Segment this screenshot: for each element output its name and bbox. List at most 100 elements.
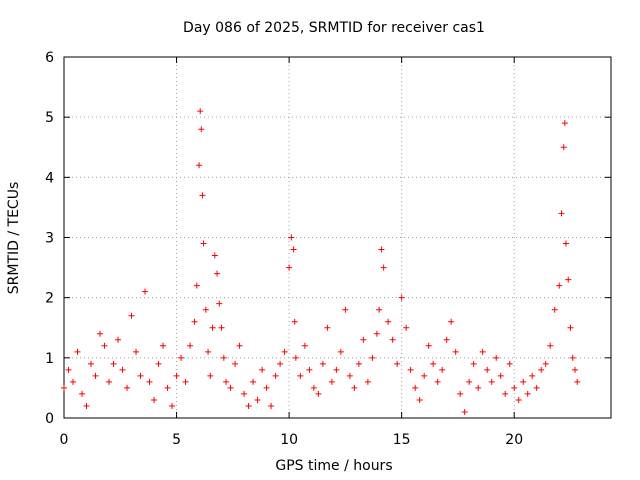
- data-point: [205, 348, 212, 355]
- data-point: [421, 372, 428, 379]
- data-point: [567, 324, 574, 331]
- data-point: [268, 402, 275, 409]
- data-point: [92, 372, 99, 379]
- data-point: [351, 384, 358, 391]
- x-tick-label: 20: [505, 432, 523, 448]
- data-point: [297, 372, 304, 379]
- data-point: [128, 312, 135, 319]
- data-point: [115, 336, 122, 343]
- chart-title: Day 086 of 2025, SRMTID for receiver cas…: [183, 20, 485, 36]
- data-point: [207, 372, 214, 379]
- data-point: [407, 366, 414, 373]
- data-point: [560, 144, 567, 151]
- data-point: [376, 306, 383, 313]
- data-point: [88, 360, 95, 367]
- data-point: [389, 336, 396, 343]
- data-point: [199, 192, 206, 199]
- y-tick-label: 5: [45, 110, 54, 126]
- data-point: [461, 408, 468, 415]
- data-point: [565, 276, 572, 283]
- data-point: [515, 396, 522, 403]
- data-point: [263, 384, 270, 391]
- data-point: [236, 342, 243, 349]
- data-point: [342, 306, 349, 313]
- data-point: [241, 390, 248, 397]
- data-point: [452, 348, 459, 355]
- data-point: [173, 372, 180, 379]
- y-tick-label: 6: [45, 50, 54, 66]
- data-point: [551, 306, 558, 313]
- data-point: [65, 366, 72, 373]
- data-point: [439, 366, 446, 373]
- data-point: [272, 372, 279, 379]
- y-tick-label: 3: [45, 231, 54, 247]
- data-point: [106, 378, 113, 385]
- y-tick-label: 0: [45, 411, 54, 427]
- data-point: [288, 234, 295, 241]
- data-point: [146, 378, 153, 385]
- data-point: [373, 330, 380, 337]
- data-point: [378, 246, 385, 253]
- data-point: [193, 282, 200, 289]
- data-point: [178, 354, 185, 361]
- grid: [64, 57, 611, 418]
- data-point: [61, 384, 67, 391]
- data-point: [398, 294, 405, 301]
- data-point: [475, 384, 482, 391]
- data-point: [220, 354, 227, 361]
- data-point: [493, 354, 500, 361]
- data-point: [70, 378, 77, 385]
- data-point: [216, 300, 223, 307]
- x-tick-label: 0: [60, 432, 69, 448]
- data-point: [197, 108, 204, 115]
- y-tick-label: 1: [45, 351, 54, 367]
- data-point: [434, 378, 441, 385]
- data-point: [301, 342, 308, 349]
- data-point: [364, 378, 371, 385]
- data-point: [97, 330, 104, 337]
- data-point: [574, 378, 581, 385]
- data-point: [202, 306, 209, 313]
- data-point: [511, 384, 518, 391]
- data-point: [110, 360, 117, 367]
- data-point: [569, 354, 576, 361]
- data-point: [292, 354, 299, 361]
- data-point: [443, 336, 450, 343]
- y-axis-label: SRMTID / TECUs: [6, 182, 22, 295]
- data-point: [277, 360, 284, 367]
- data-point: [571, 366, 578, 373]
- data-point: [227, 384, 234, 391]
- data-point: [547, 342, 554, 349]
- data-point: [74, 348, 81, 355]
- data-point: [245, 402, 252, 409]
- data-point: [484, 366, 491, 373]
- data-point: [232, 360, 239, 367]
- data-point: [290, 246, 297, 253]
- data-point: [155, 360, 162, 367]
- x-tick-label: 15: [393, 432, 411, 448]
- data-points: [61, 108, 581, 415]
- data-point: [254, 396, 261, 403]
- data-point: [211, 252, 218, 259]
- data-point: [360, 336, 367, 343]
- data-point: [369, 354, 376, 361]
- x-tick-label: 5: [172, 432, 181, 448]
- x-tick-label: 10: [280, 432, 298, 448]
- data-point: [457, 390, 464, 397]
- data-point: [223, 378, 230, 385]
- data-point: [119, 366, 126, 373]
- data-point: [520, 378, 527, 385]
- data-point: [466, 378, 473, 385]
- data-point: [137, 372, 144, 379]
- data-point: [533, 384, 540, 391]
- data-point: [328, 378, 335, 385]
- data-point: [394, 360, 401, 367]
- data-point: [380, 264, 387, 271]
- data-point: [561, 120, 568, 127]
- data-point: [315, 390, 322, 397]
- data-point: [416, 396, 423, 403]
- data-point: [218, 324, 225, 331]
- data-point: [310, 384, 317, 391]
- data-point: [425, 342, 432, 349]
- data-point: [187, 342, 194, 349]
